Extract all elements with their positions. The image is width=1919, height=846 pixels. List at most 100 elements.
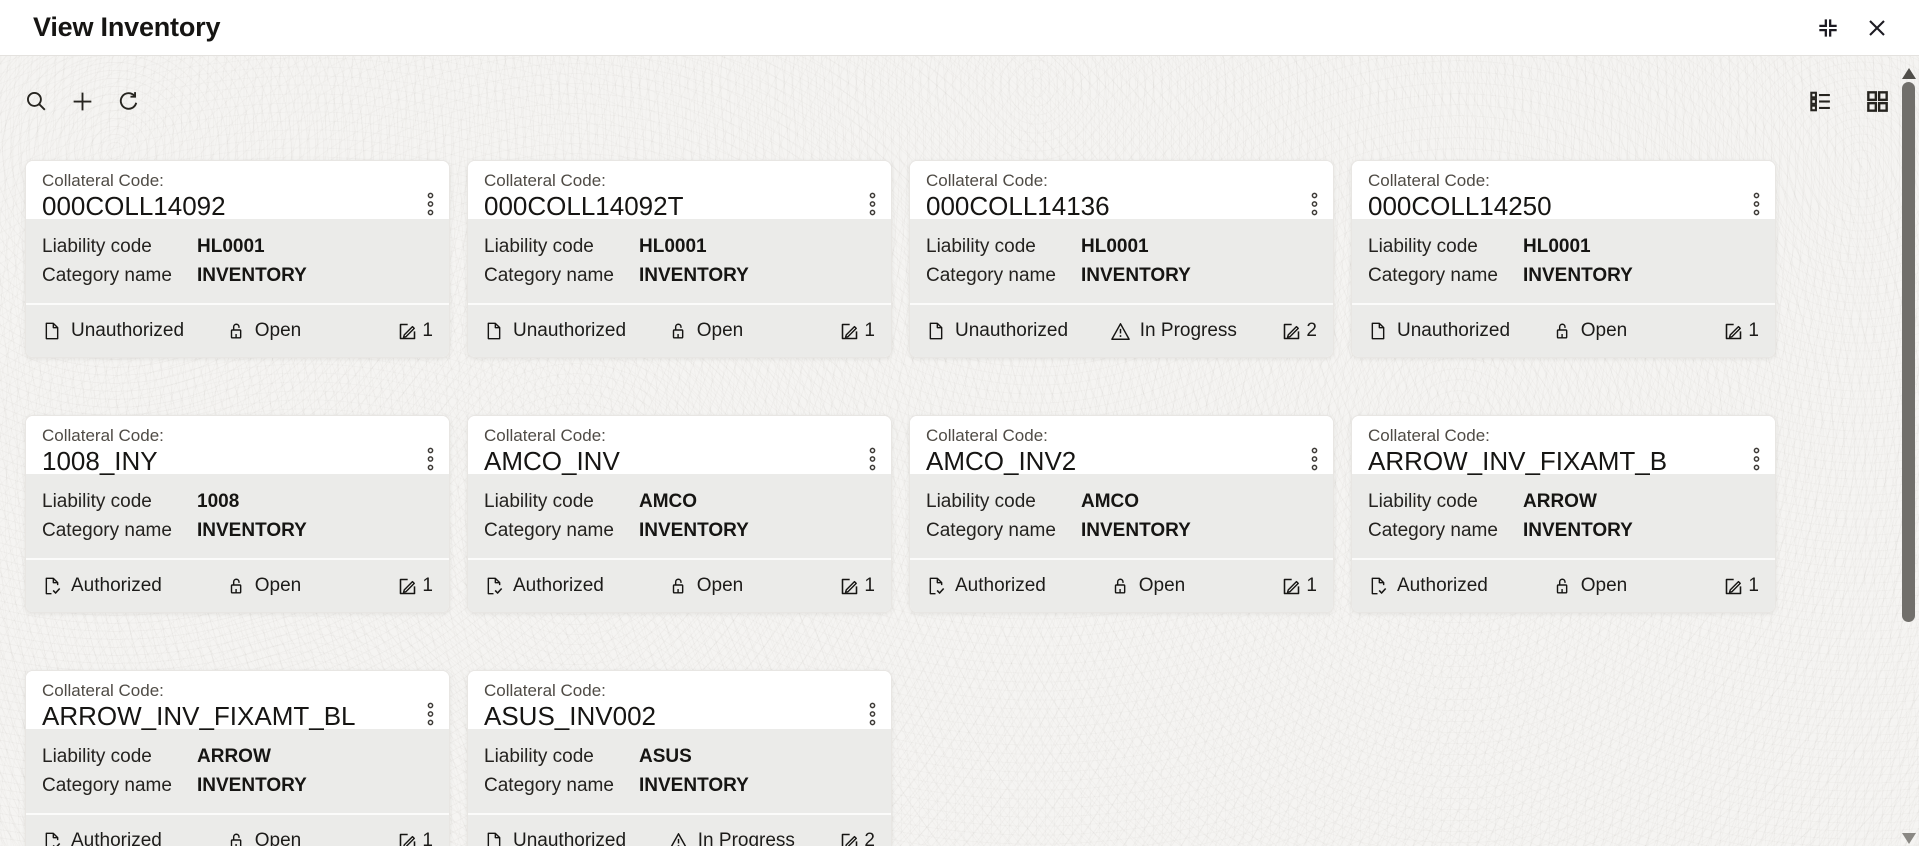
collateral-card[interactable]: Collateral Code: ARROW_INV_FIXAMT_BL Lia… [25,670,450,846]
card-menu-button[interactable] [422,444,439,474]
edit-count-value: 1 [1748,320,1759,341]
card-details: Liability code AMCO Category name INVENT… [468,474,891,558]
record-status-label: Open [1580,575,1628,596]
collateral-card[interactable]: Collateral Code: 000COLL14136 Liability … [909,160,1334,358]
card-header: Collateral Code: AMCO_INV2 [910,416,1333,476]
authorization-status: Authorized [926,575,1110,597]
record-status-label: In Progress [1139,320,1237,341]
add-button[interactable] [70,89,95,114]
collateral-card[interactable]: Collateral Code: ARROW_INV_FIXAMT_B Liab… [1351,415,1776,613]
card-menu-button[interactable] [864,699,881,729]
liability-code-label: Liability code [42,235,152,257]
authorization-status: Unauthorized [484,320,668,342]
liability-code-label: Liability code [1368,490,1478,512]
scrollbar-thumb[interactable] [1902,82,1915,622]
card-details: Liability code HL0001 Category name INVE… [910,219,1333,303]
close-button[interactable] [1865,16,1889,40]
card-header: Collateral Code: 1008_INY [26,416,449,476]
collateral-card[interactable]: Collateral Code: 1008_INY Liability code… [25,415,450,613]
authorization-status-label: Authorized [955,575,1046,596]
card-menu-button[interactable] [1748,189,1765,219]
authorization-status: Authorized [1368,575,1552,597]
search-button[interactable] [24,89,49,114]
card-status-bar: Unauthorized Open 1 [26,303,449,357]
card-menu-button[interactable] [422,699,439,729]
collateral-card[interactable]: Collateral Code: AMCO_INV2 Liability cod… [909,415,1334,613]
authorization-status-label: Unauthorized [71,320,185,341]
document-icon [487,832,501,846]
card-status-bar: Authorized Open 1 [26,813,449,846]
authorization-status-label: Unauthorized [513,830,627,846]
collateral-code-label: Collateral Code: [42,681,164,700]
category-name-value: INVENTORY [1081,264,1191,286]
edit-count: 1 [839,320,875,342]
edit-count: 1 [397,575,433,597]
record-status: Open [668,575,840,597]
exit-fullscreen-button[interactable] [1815,15,1841,41]
authorization-status-label: Unauthorized [955,320,1069,341]
card-menu-button[interactable] [864,189,881,219]
collateral-card[interactable]: Collateral Code: 000COLL14250 Liability … [1351,160,1776,358]
record-status: In Progress [1110,320,1282,342]
card-menu-button[interactable] [422,189,439,219]
card-details: Liability code ARROW Category name INVEN… [26,729,449,813]
collateral-code-label: Collateral Code: [42,426,164,445]
card-menu-button[interactable] [1748,444,1765,474]
card-menu-button[interactable] [864,444,881,474]
refresh-button[interactable] [116,89,141,114]
category-name-row: Category name INVENTORY [484,772,875,800]
edit-count: 1 [397,830,433,846]
kebab-menu-icon [869,447,876,471]
edit-count-value: 1 [422,830,433,846]
card-menu-button[interactable] [1306,189,1323,219]
list-view-icon [1810,91,1830,111]
open-lock-icon [230,323,242,339]
list-view-button[interactable] [1808,89,1833,114]
collateral-card[interactable]: Collateral Code: 000COLL14092T Liability… [467,160,892,358]
collateral-code-value: AMCO_INV2 [926,446,1077,476]
vertical-scrollbar[interactable] [1901,68,1916,844]
card-header: Collateral Code: 000COLL14250 [1352,161,1775,221]
liability-code-label: Liability code [484,235,594,257]
collateral-card[interactable]: Collateral Code: 000COLL14092 Liability … [25,160,450,358]
card-header: Collateral Code: 000COLL14136 [910,161,1333,221]
collateral-card-grid: Collateral Code: 000COLL14092 Liability … [25,160,1919,846]
document-icon [1371,322,1385,340]
liability-code-value: HL0001 [1081,235,1149,257]
authorization-status: Unauthorized [484,830,668,846]
liability-code-label: Liability code [1368,235,1478,257]
collateral-code-value: 000COLL14092 [42,191,226,221]
collateral-card[interactable]: Collateral Code: ASUS_INV002 Liability c… [467,670,892,846]
card-details: Liability code HL0001 Category name INVE… [468,219,891,303]
scroll-down-arrow[interactable] [1901,833,1916,844]
record-status: Open [226,575,398,597]
open-lock-icon [230,833,242,846]
grid-view-button[interactable] [1865,89,1890,114]
liability-code-row: Liability code 1008 [42,488,433,516]
edit-icon [400,323,416,339]
category-name-value: INVENTORY [639,774,749,796]
card-menu-button[interactable] [1306,444,1323,474]
document-icon [487,322,501,340]
category-name-value: INVENTORY [639,264,749,286]
category-name-value: INVENTORY [1523,519,1633,541]
authorization-status: Unauthorized [1368,320,1552,342]
authorization-status-label: Authorized [513,575,604,596]
open-lock-icon [1114,578,1126,594]
collateral-card[interactable]: Collateral Code: AMCO_INV Liability code… [467,415,892,613]
record-status: Open [668,320,840,342]
collateral-code-label: Collateral Code: [42,171,164,190]
liability-code-value: AMCO [639,490,698,512]
edit-count-value: 1 [422,320,433,341]
liability-code-row: Liability code HL0001 [1368,233,1759,261]
edit-count: 2 [1281,320,1317,342]
authorization-status: Unauthorized [926,320,1110,342]
category-name-label: Category name [1368,264,1498,286]
card-header: Collateral Code: ARROW_INV_FIXAMT_BL [26,671,449,731]
edit-count: 1 [1723,320,1759,342]
kebab-menu-icon [1753,192,1760,216]
category-name-label: Category name [42,264,172,286]
edit-icon [400,578,416,594]
scroll-up-arrow[interactable] [1901,68,1916,79]
